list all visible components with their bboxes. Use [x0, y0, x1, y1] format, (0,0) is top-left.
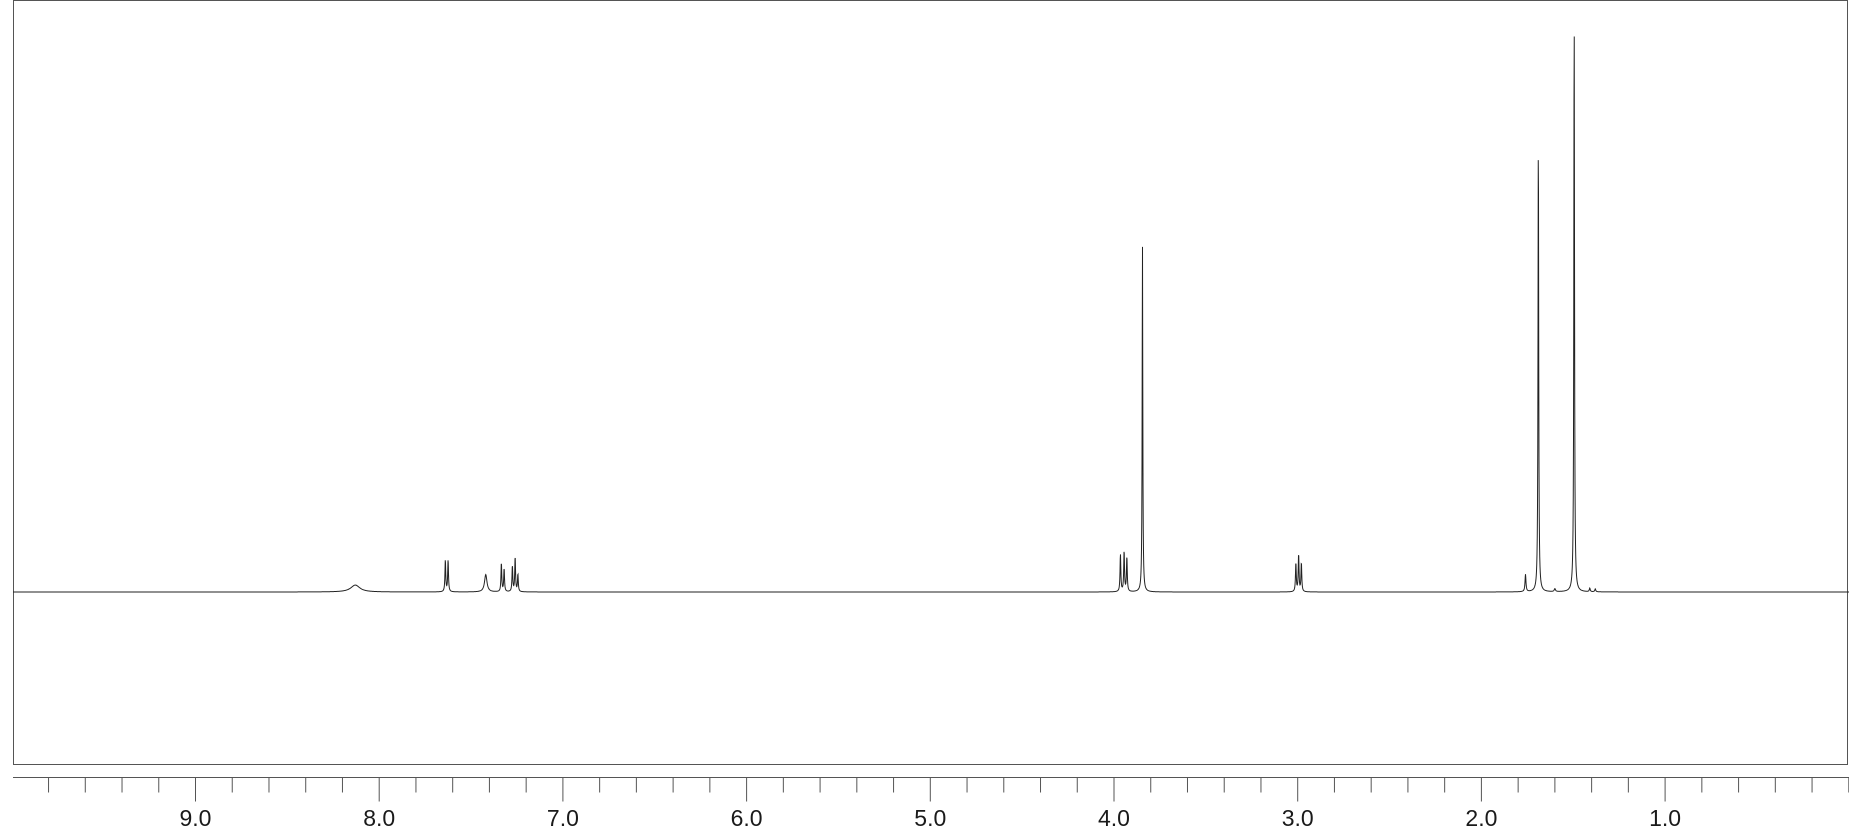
tick-label: 1.0: [1649, 805, 1681, 831]
tick-label: 7.0: [547, 805, 579, 831]
chemical-shift-axis: 9.0 8.0 7.0 6.0 5.0 4.0 3.0 2.0 1.0: [13, 777, 1849, 831]
tick-label: 9.0: [180, 805, 212, 831]
spectrum-trace: [13, 36, 1849, 593]
tick-label: 6.0: [731, 805, 763, 831]
plot-frame: [13, 0, 1848, 765]
tick-label: 4.0: [1098, 805, 1130, 831]
tick-label: 3.0: [1282, 805, 1314, 831]
tick-label: 2.0: [1465, 805, 1497, 831]
tick-label: 8.0: [363, 805, 395, 831]
tick-label: 5.0: [914, 805, 946, 831]
